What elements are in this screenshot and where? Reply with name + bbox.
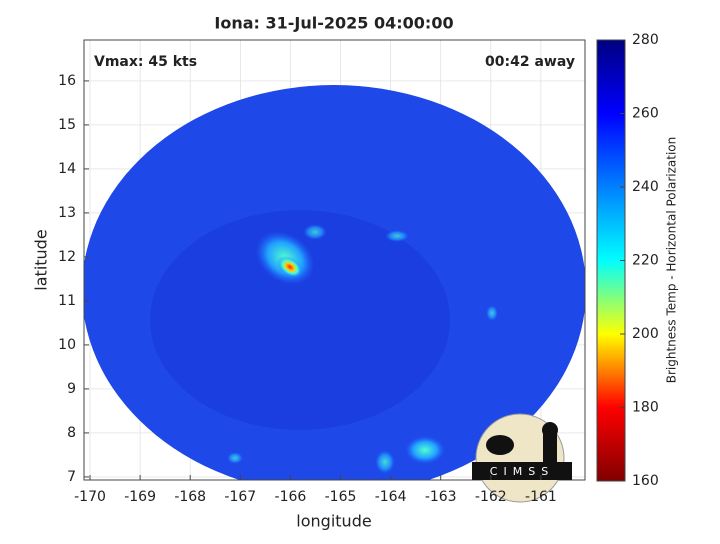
colorbar-label: Brightness Temp - Horizontal Polarizatio… bbox=[665, 137, 679, 384]
y-tick-label: 8 bbox=[67, 425, 76, 441]
y-tick-label: 13 bbox=[58, 205, 76, 221]
x-tick-label: -164 bbox=[375, 489, 407, 505]
x-tick-label: -170 bbox=[74, 489, 106, 505]
y-tick-label: 16 bbox=[58, 73, 76, 89]
chart-title: Iona: 31-Jul-2025 04:00:00 bbox=[214, 14, 453, 33]
y-tick-label: 14 bbox=[58, 161, 76, 177]
colorbar-tick-label: 240 bbox=[632, 179, 659, 195]
x-tick-label: -169 bbox=[124, 489, 156, 505]
annotation: Vmax: 45 kts bbox=[94, 54, 197, 70]
colorbar-tick-label: 160 bbox=[632, 473, 659, 489]
x-tick-label: -165 bbox=[325, 489, 357, 505]
y-axis-label: latitude bbox=[32, 229, 51, 290]
x-tick-label: -162 bbox=[475, 489, 507, 505]
x-tick-label: -167 bbox=[224, 489, 256, 505]
x-tick-label: -161 bbox=[525, 489, 557, 505]
y-tick-label: 11 bbox=[58, 293, 76, 309]
colorbar-tick-label: 220 bbox=[632, 253, 659, 269]
y-tick-label: 12 bbox=[58, 249, 76, 265]
colorbar-tick-label: 260 bbox=[632, 106, 659, 122]
y-tick-label: 9 bbox=[67, 381, 76, 397]
plot-frame bbox=[83, 39, 586, 481]
y-tick-label: 10 bbox=[58, 337, 76, 353]
x-axis-label: longitude bbox=[296, 512, 371, 531]
y-tick-label: 7 bbox=[67, 469, 76, 485]
colorbar-tick-label: 280 bbox=[632, 32, 659, 48]
x-tick-label: -163 bbox=[425, 489, 457, 505]
colorbar-tick-label: 200 bbox=[632, 326, 659, 342]
logo: CIMSS bbox=[472, 413, 572, 503]
logo-text: CIMSS bbox=[490, 465, 554, 478]
colorbar-tick-label: 180 bbox=[632, 400, 659, 416]
x-tick-label: -168 bbox=[174, 489, 206, 505]
swath bbox=[84, 85, 585, 480]
annotation: 00:42 away bbox=[485, 54, 575, 70]
x-tick-label: -166 bbox=[275, 489, 307, 505]
y-tick-label: 15 bbox=[58, 117, 76, 133]
